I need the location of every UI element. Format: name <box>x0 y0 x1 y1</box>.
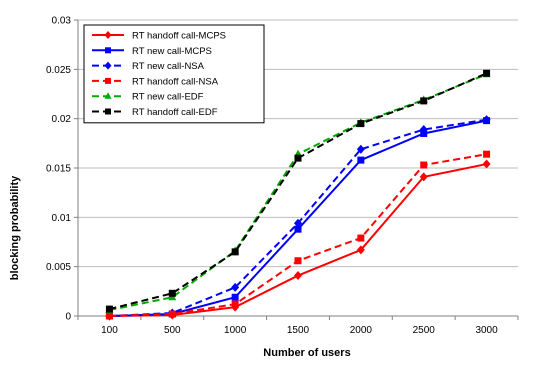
legend-box <box>83 24 265 124</box>
data-point <box>104 92 112 99</box>
y-tick-label: 0.03 <box>52 16 72 27</box>
data-point <box>420 97 428 105</box>
legend-label: RT handoff call-NSA <box>132 76 219 87</box>
data-point <box>231 282 240 292</box>
x-tick-label: 3000 <box>475 325 498 336</box>
x-tick-label: 100 <box>101 325 118 336</box>
legend-label: RT new call-MCPS <box>132 46 212 57</box>
data-point <box>294 257 302 265</box>
legend-label: RT new call-EDF <box>132 92 204 103</box>
legend-label: RT new call-NSA <box>132 61 205 72</box>
data-point <box>168 310 176 318</box>
series-4 <box>105 150 491 320</box>
data-point <box>294 225 302 233</box>
data-point <box>483 150 491 158</box>
data-point <box>231 248 239 256</box>
legend-item: RT handoff call-MCPS <box>92 31 226 42</box>
legend-item: RT handoff call-NSA <box>92 76 219 87</box>
x-tick-label: 500 <box>164 325 181 336</box>
y-tick-label: 0 <box>65 312 71 323</box>
y-tick-label: 0.005 <box>46 262 71 273</box>
data-point <box>105 108 111 115</box>
data-point <box>419 172 428 182</box>
y-axis-title: blocking probability <box>9 175 21 280</box>
data-point <box>357 234 365 242</box>
series-6 <box>105 69 491 313</box>
data-point <box>294 271 302 281</box>
legend-item: RT new call-MCPS <box>92 46 212 57</box>
data-point <box>104 31 112 39</box>
data-point <box>357 156 365 164</box>
series-layer <box>105 69 491 321</box>
legend: RT handoff call-MCPS RT new call-MCPS RT n… <box>83 24 265 124</box>
legend-item: RT handoff call-EDF <box>92 107 218 118</box>
data-point <box>231 293 239 301</box>
data-point <box>105 312 113 320</box>
legend-label: RT handoff call-MCPS <box>132 31 226 42</box>
legend-item: RT new call-NSA <box>92 61 205 72</box>
data-point <box>105 47 111 54</box>
data-point <box>356 144 365 154</box>
data-point <box>168 289 176 297</box>
data-point <box>294 218 302 228</box>
x-tick-label: 2500 <box>413 325 436 336</box>
data-point <box>105 77 111 84</box>
data-point <box>357 120 365 128</box>
legend-label: RT handoff call-EDF <box>132 107 218 118</box>
data-point <box>231 300 239 308</box>
x-tick-label: 1000 <box>224 325 247 336</box>
data-point <box>104 61 112 70</box>
y-tick-label: 0.02 <box>52 114 72 125</box>
y-tick-label: 0.015 <box>46 164 71 175</box>
data-point <box>294 154 302 162</box>
x-tick-label: 2000 <box>350 325 373 336</box>
data-point <box>419 125 428 135</box>
data-point <box>420 161 428 169</box>
y-tick-label: 0.025 <box>46 65 71 76</box>
data-point <box>483 69 491 77</box>
data-point <box>482 159 491 169</box>
x-tick-label: 1500 <box>287 325 310 336</box>
x-axis-title: Number of users <box>263 347 350 359</box>
legend-item: RT new call-EDF <box>92 92 204 103</box>
data-point <box>105 305 113 313</box>
y-tick-label: 0.01 <box>52 213 72 224</box>
data-point <box>356 245 365 255</box>
data-point <box>482 115 491 125</box>
